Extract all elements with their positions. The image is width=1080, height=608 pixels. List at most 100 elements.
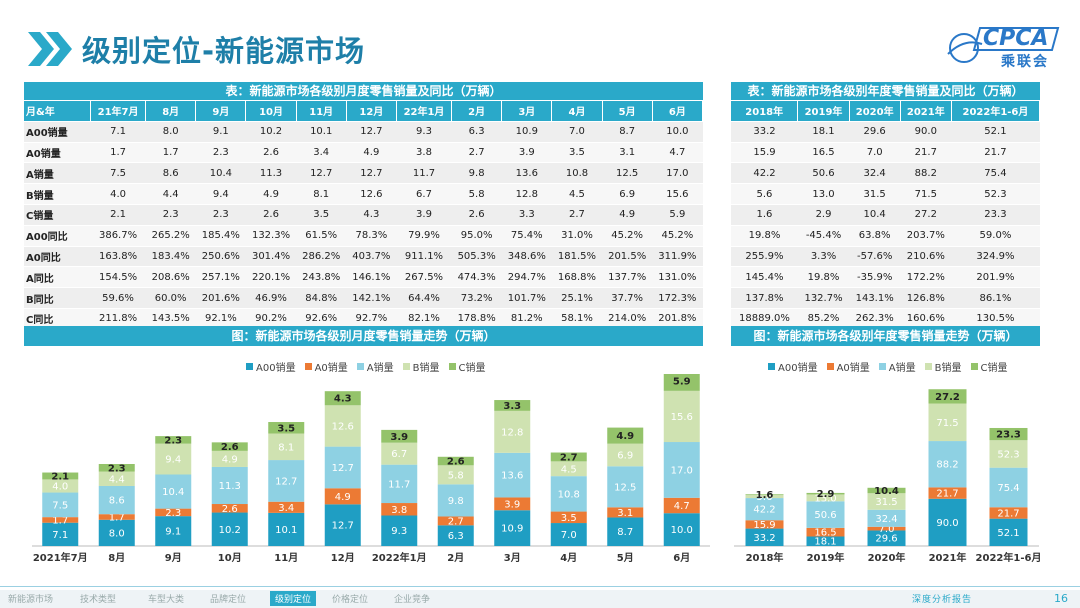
- data-label: 9.1: [165, 527, 181, 538]
- monthly-stacked-bar-chart: 7.11.77.54.02.12021年7月8.01.78.64.42.38月9…: [32, 374, 710, 564]
- bar-segment: [211, 512, 248, 546]
- table-cell: 71.5: [900, 183, 952, 205]
- bar-segment: [550, 476, 587, 512]
- table-cell: 4.5: [551, 183, 603, 205]
- table-cell: 13.6: [501, 162, 552, 185]
- bar-segment: [745, 494, 784, 496]
- data-label: 6.7: [391, 449, 407, 460]
- bar-segment: [494, 510, 531, 546]
- table-cell: 12.6: [346, 183, 397, 205]
- data-label: 2.6: [221, 442, 239, 453]
- x-tick-label: 8月: [108, 552, 125, 564]
- bar-segment: [42, 492, 79, 518]
- table-cell: 2.3: [195, 204, 246, 226]
- table-cell: 63.8%: [849, 225, 901, 247]
- data-label: 21.7: [997, 508, 1019, 519]
- bar-segment: [607, 517, 644, 546]
- data-label: 2.7: [560, 452, 578, 463]
- table-cell: 2.1: [90, 204, 146, 226]
- legend-swatch: [304, 363, 312, 370]
- table-cell: 4.7: [652, 142, 703, 164]
- data-label: 18.1: [814, 537, 836, 548]
- bar-segment: [211, 504, 248, 513]
- table-cell: 12.7: [346, 121, 397, 143]
- data-label: 33.2: [753, 533, 775, 544]
- bar-segment: [928, 403, 967, 442]
- bar-segment: [867, 530, 906, 546]
- x-tick-label: 4月: [560, 552, 577, 564]
- table-cell: 911.1%: [396, 246, 452, 268]
- bar-segment: [989, 427, 1028, 441]
- bar-segment: [806, 527, 845, 537]
- legend-swatch: [356, 363, 364, 370]
- table-cell: 3.3%: [797, 246, 850, 268]
- table-cell: 2.7: [551, 204, 603, 226]
- data-label: 4.4: [109, 474, 125, 485]
- footer-nav-item[interactable]: 新能源市场: [8, 595, 54, 605]
- table-cell: 262.3%: [849, 308, 901, 330]
- bar-segment: [211, 466, 248, 505]
- footer-nav-item[interactable]: 价格定位: [332, 595, 369, 605]
- table-cell: 2.7: [451, 142, 502, 164]
- bar-segment: [806, 536, 845, 546]
- x-tick-label: 2021年7月: [33, 551, 88, 564]
- table-cell: 7.0: [551, 121, 603, 143]
- data-label: 3.1: [617, 508, 633, 519]
- bar-segment: [98, 519, 135, 546]
- bar-segment: [268, 422, 305, 434]
- data-label: 8.0: [109, 528, 125, 539]
- bar-segment: [607, 466, 644, 508]
- table-row: 1.6 2.9 10.4 27.2 23.3: [731, 204, 1040, 226]
- table-cell: 7.0: [849, 142, 901, 164]
- table-cell: 21.7: [951, 142, 1040, 164]
- bar-segment: [550, 511, 587, 524]
- table-cell: 90.2%: [245, 308, 297, 330]
- bar-segment: [42, 522, 79, 546]
- table-cell: 59.0%: [951, 225, 1040, 247]
- table-row: A0销量 1.7 1.7 2.3 2.6 3.4 4.9 3.8 2.7 3.9 3.5 3.1 4.7: [24, 142, 703, 164]
- bar-segment: [806, 492, 845, 495]
- x-tick-label: 6月: [673, 552, 690, 564]
- data-label: 71.5: [936, 418, 958, 429]
- annual-chart-title: 图：新能源市场各级别年度零售销量走势（万辆）: [731, 326, 1040, 346]
- table-cell: 45.2%: [652, 225, 703, 247]
- table-cell: 10.9: [501, 121, 552, 143]
- data-label: 1.7: [52, 515, 68, 526]
- bar-segment: [806, 494, 845, 502]
- data-label: 8.6: [109, 496, 125, 507]
- footer-nav-item[interactable]: 品牌定位: [210, 595, 247, 605]
- footer-nav-item[interactable]: 车型大类: [148, 595, 185, 605]
- footer-nav-item[interactable]: 级别定位: [270, 591, 317, 606]
- table-cell: 257.1%: [195, 266, 246, 289]
- table-cell: 210.6%: [900, 246, 952, 268]
- table-cell: 10.0: [652, 121, 703, 143]
- data-label: 10.4: [874, 486, 899, 497]
- table-cell: 250.6%: [195, 246, 246, 268]
- table-cell: 59.6%: [90, 287, 146, 309]
- table-cell: 8.1: [296, 183, 347, 205]
- table-cell: -57.6%: [849, 246, 901, 268]
- data-label: 17.0: [671, 465, 693, 476]
- table-cell: 168.8%: [551, 266, 603, 289]
- annual-table-title: 表：新能源市场各级别年度零售销量及同比（万辆）: [731, 82, 1040, 100]
- table-cell: 4.3: [346, 204, 397, 226]
- data-label: 3.4: [278, 503, 294, 514]
- table-cell: 201.8%: [652, 308, 703, 330]
- data-label: 52.3: [997, 449, 1019, 460]
- table-cell: 203.7%: [900, 225, 952, 247]
- monthly-table-title: 表：新能源市场各级别月度零售销量及同比（万辆）: [24, 82, 703, 100]
- table-cell: 64.4%: [396, 287, 452, 309]
- data-label: 2.3: [164, 435, 182, 446]
- bar-segment: [42, 517, 79, 523]
- table-cell: 137.7%: [602, 266, 653, 289]
- table-cell: 33.2: [731, 121, 798, 143]
- footer-nav-item[interactable]: 技术类型: [80, 595, 117, 605]
- table-cell: 163.8%: [90, 246, 146, 268]
- table-row: C同比 211.8% 143.5% 92.1% 90.2% 92.6% 92.7% 82.1%…: [24, 308, 703, 330]
- x-tick-label: 11月: [274, 552, 298, 564]
- footer-nav-item[interactable]: 企业竞争: [394, 595, 431, 605]
- table-cell: 16.5: [797, 142, 850, 164]
- table-cell: 143.5%: [145, 308, 196, 330]
- legend-item: A销量: [878, 359, 916, 374]
- data-label: 90.0: [936, 518, 958, 529]
